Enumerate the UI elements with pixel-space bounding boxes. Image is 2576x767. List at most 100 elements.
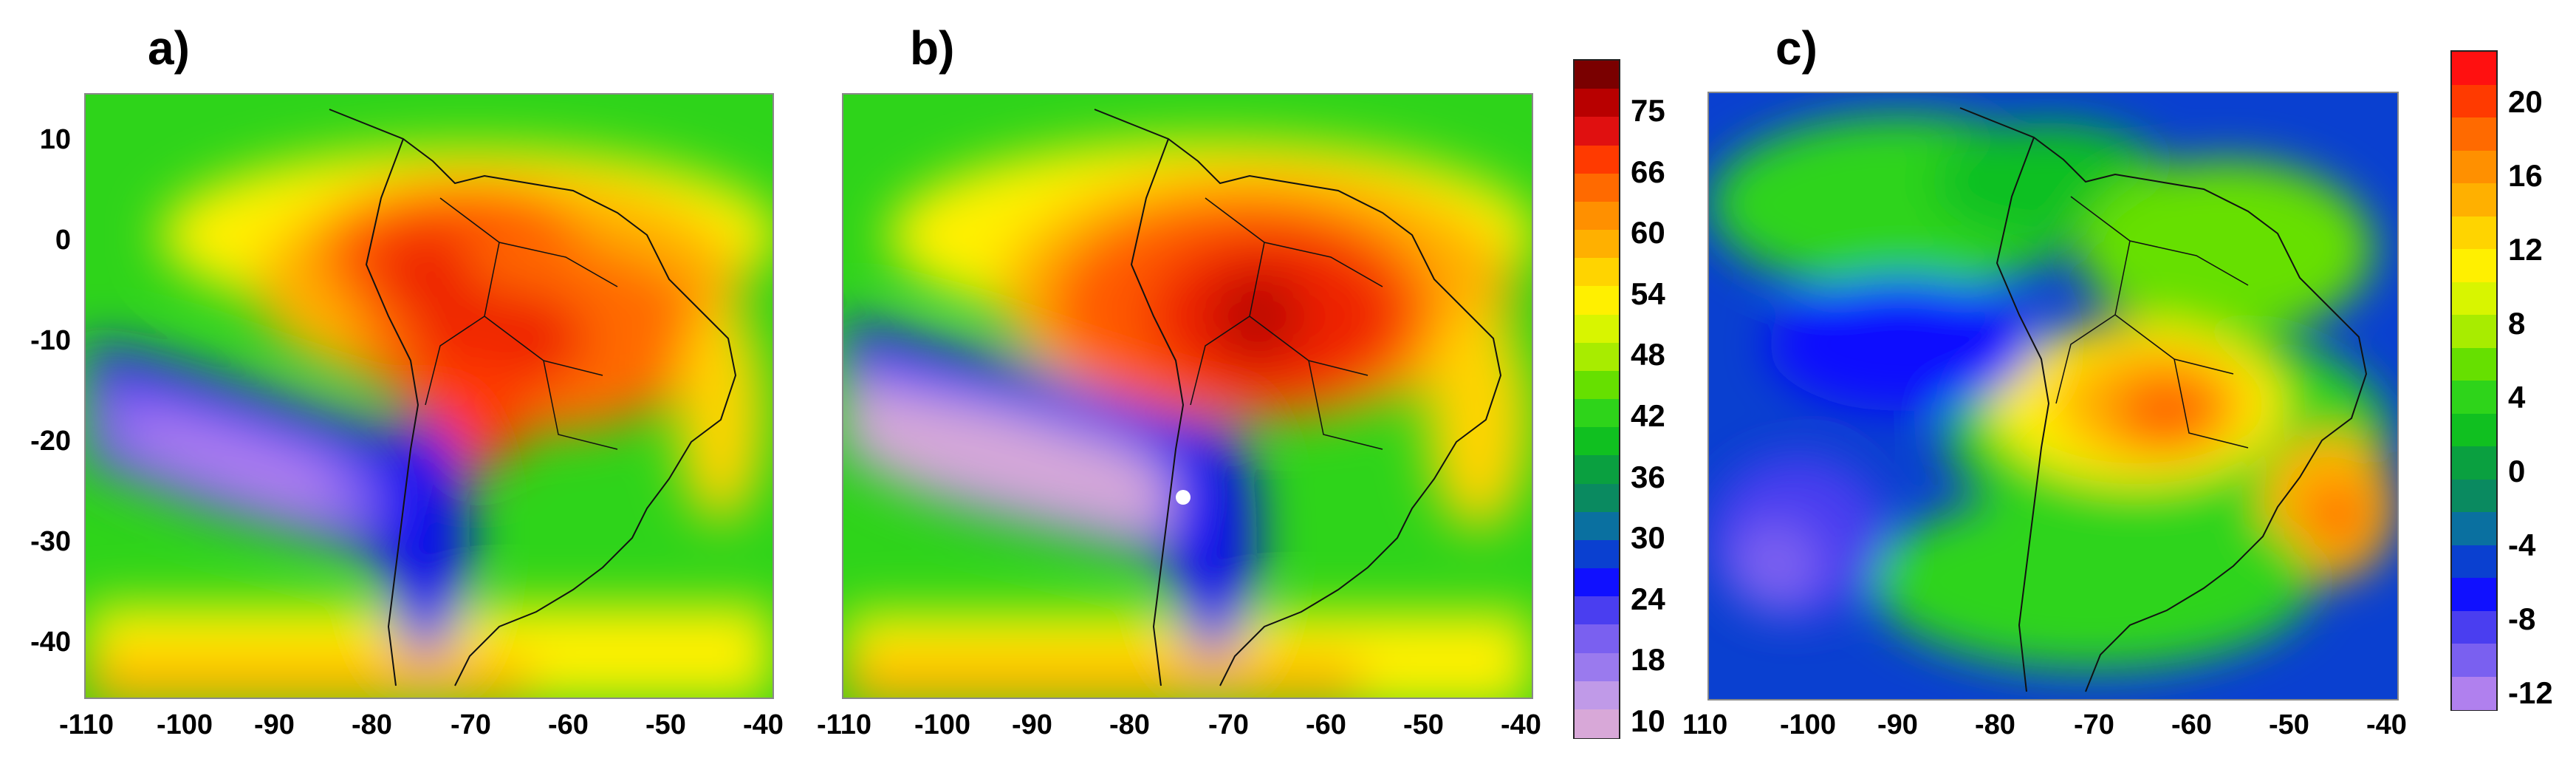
x-tick-label: -40 [2366,709,2407,740]
colorbar-segment [2452,381,2496,415]
colorbar-label: -12 [2508,675,2553,710]
x-tick-label: -70 [451,709,491,740]
map-panel-a-field [86,95,773,698]
colorbar-label: 0 [2508,454,2526,488]
colorbar-segment [2452,413,2496,447]
colorbar-segment [1575,117,1619,146]
colorbar-label: 4 [2508,380,2526,415]
colorbar-segment [2452,52,2496,86]
colorbar-segment [2452,183,2496,217]
colorbar-segment [1575,89,1619,118]
colorbar-segment [2452,644,2496,678]
map-panel-b-field [843,95,1532,698]
x-tick-label: -80 [1975,709,2015,740]
y-tick-label: 10 [39,124,71,155]
colorbar-segment [1575,145,1619,174]
x-tick-label: -50 [645,709,686,740]
colorbar-segment [1575,455,1619,485]
colorbar-segment [2452,610,2496,644]
colorbar-segment [1575,596,1619,626]
colorbar-segment [1575,399,1619,429]
x-tick-label: -80 [1109,709,1150,740]
colorbar-label: 18 [1631,642,1665,678]
colorbar-segment [1575,568,1619,598]
colorbar-label: 16 [2508,158,2543,193]
colorbar-segment [2452,347,2496,381]
colorbar-panel-c [2450,50,2498,711]
x-tick-label: -50 [2269,709,2309,740]
x-tick-label: -100 [1780,709,1837,740]
colorbar-segment [1575,230,1619,259]
panel-b-label: b) [910,21,955,75]
colorbar-segment [2452,479,2496,513]
colorbar-label: 12 [2508,232,2543,267]
colorbar-label: 48 [1631,337,1665,372]
x-tick-label: -90 [254,709,295,740]
y-tick-label: -20 [30,426,71,457]
colorbar-label: 8 [2508,306,2526,341]
map-panel-b [842,93,1533,699]
colorbar-segment [1575,511,1619,541]
colorbar-segment [1575,483,1619,513]
x-tick-label: -50 [1403,709,1444,740]
colorbar-segment [2452,315,2496,349]
colorbar-segment [2452,446,2496,480]
colorbar-segment [1575,61,1619,90]
colorbar-segment [1575,258,1619,287]
map-panel-c [1707,92,2399,700]
x-tick-label: 110 [1682,709,1728,740]
x-tick-label: -100 [157,709,213,740]
colorbar-segment [2452,578,2496,612]
colorbar-segment [1575,286,1619,316]
colorbar-label: 20 [2508,84,2543,119]
colorbar-segment [1575,709,1619,738]
x-tick-label: -70 [2074,709,2114,740]
colorbar-label: 36 [1631,459,1665,494]
x-tick-label: -110 [59,709,114,740]
x-tick-label: -80 [352,709,392,740]
colorbar-segment [1575,427,1619,457]
x-tick-label: -40 [743,709,784,740]
colorbar-label: 66 [1631,154,1665,189]
map-panel-a [84,93,774,699]
colorbar-label: 24 [1631,581,1665,616]
colorbar-segment [1575,173,1619,202]
x-tick-label: -90 [1877,709,1918,740]
colorbar-segment [2452,150,2496,184]
x-tick-label: -40 [1501,709,1541,740]
colorbar-label: 60 [1631,215,1665,250]
colorbar-segment [2452,117,2496,151]
x-tick-label: -90 [1012,709,1052,740]
colorbar-segment [2452,545,2496,579]
colorbar-label: -8 [2508,601,2536,636]
map-panel-c-field [1709,93,2397,699]
panel-c-label: c) [1775,21,1818,75]
colorbar-segment [1575,201,1619,231]
colorbar-label: 10 [1631,703,1665,738]
panel-a-label: a) [148,21,190,75]
colorbar-segment [1575,370,1619,400]
colorbar-segment [2452,216,2496,250]
y-tick-label: 0 [55,225,71,256]
colorbar-segment [2452,84,2496,118]
colorbar-segment [1575,539,1619,569]
y-tick-label: -40 [30,627,71,658]
colorbar-label: 54 [1631,276,1665,311]
y-tick-label: -10 [30,325,71,356]
colorbar-segment [1575,624,1619,654]
colorbar-label: 30 [1631,520,1665,556]
colorbar-segment [2452,249,2496,283]
x-tick-label: -70 [1208,709,1249,740]
colorbar-segment [2452,512,2496,546]
colorbar-segment [1575,681,1619,710]
x-tick-label: -100 [914,709,971,740]
colorbar-panels-ab [1573,59,1620,739]
y-tick-label: -30 [30,526,71,557]
colorbar-segment [1575,342,1619,372]
colorbar-label: 42 [1631,398,1665,433]
colorbar-segment [1575,314,1619,344]
x-tick-label: -60 [548,709,589,740]
colorbar-label: 75 [1631,93,1665,128]
x-tick-label: -60 [2171,709,2212,740]
x-tick-label: -60 [1306,709,1346,740]
